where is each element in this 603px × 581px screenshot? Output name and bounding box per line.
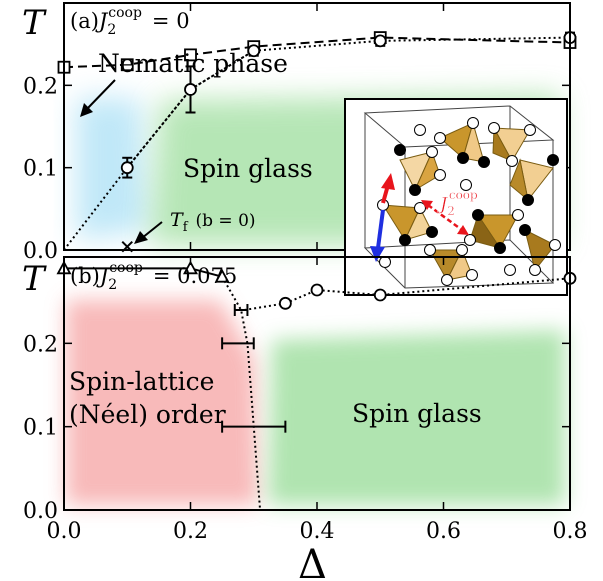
atom-black <box>472 209 484 221</box>
series-line-circle <box>284 277 571 305</box>
panel-a-y-axis-label: T <box>22 3 47 43</box>
coupling-bond-arrow <box>427 203 463 232</box>
atom-black <box>478 156 490 168</box>
circle-marker <box>278 296 292 310</box>
neel-order-label-line1: Spin-lattice <box>69 367 214 396</box>
atom-black <box>426 226 438 238</box>
nematic-arrow <box>85 79 116 111</box>
crystal-structure-inset: J2coop <box>344 98 568 296</box>
spin-glass-label-b: Spin glass <box>352 399 482 428</box>
square-marker <box>184 48 197 62</box>
tetrahedron <box>413 150 441 192</box>
atom-black <box>409 184 421 196</box>
tetrahedron <box>462 121 485 163</box>
tetrahedron <box>509 158 529 202</box>
atom-black <box>457 152 469 164</box>
atom-white <box>426 146 438 158</box>
circle-marker <box>247 44 261 58</box>
circle-marker <box>120 161 134 175</box>
atom-white <box>504 264 516 276</box>
atom-white <box>512 209 524 221</box>
coupling-label: J2coop <box>436 188 478 218</box>
atom-white <box>467 117 479 129</box>
spin-down-arrow <box>370 209 385 262</box>
x-tick-label: 0.2 <box>173 519 208 544</box>
spin-up-arrow <box>381 173 395 204</box>
atom-white <box>524 124 536 136</box>
x-tick-label: 0.0 <box>47 519 82 544</box>
tf-label: Tf (b = 0) <box>170 209 256 235</box>
y-tick-label: 0.0 <box>23 239 58 264</box>
atom-black <box>519 224 531 236</box>
panel-a: 0.0 0.1 0.2 T (a)J2coop = 0 Nematic phase S… <box>22 2 577 296</box>
x-axis-label: Δ <box>298 542 327 581</box>
spin-glass-boundary-link <box>244 302 286 311</box>
y-tick-label: 0.2 <box>23 74 58 99</box>
tetrahedron <box>404 206 433 241</box>
circle-marker <box>310 283 324 297</box>
phase-boundary-line <box>63 49 255 251</box>
atom-white <box>441 274 453 286</box>
atom-white <box>414 124 426 136</box>
spin-glass-label-a: Spin glass <box>183 154 313 183</box>
atom-white <box>379 256 391 268</box>
neel-order-region-shade <box>66 300 258 505</box>
tetrahedron <box>492 126 514 163</box>
series-line-square <box>63 36 571 69</box>
atom-white <box>488 122 500 134</box>
atom-white <box>414 202 426 214</box>
tf-arrowhead <box>134 231 148 244</box>
x-tick-label: 0.6 <box>426 519 461 544</box>
panel-b-parameter-label: (b)J2coop = 0.075 <box>70 260 237 293</box>
atom-white <box>434 169 446 181</box>
spin-glass-region-b-shade <box>268 330 565 505</box>
circle-marker <box>373 34 387 48</box>
tetrahedron <box>469 213 502 249</box>
coupling-arrowhead-end <box>457 225 469 235</box>
panel-b: 0.0 0.1 0.2 0.0 0.2 0.4 0.6 0.8 T Δ (b)J2coop = … <box>22 256 588 581</box>
atom-white <box>529 264 541 276</box>
atom-white <box>434 132 446 144</box>
y-tick-label: 0.2 <box>23 332 58 357</box>
nematic-arrowhead <box>80 103 93 117</box>
circle-marker <box>184 83 197 96</box>
circle-marker <box>373 288 387 302</box>
atom-white <box>464 234 476 246</box>
panel-b-y-axis-label: T <box>22 259 47 299</box>
atom-white <box>466 269 478 281</box>
atom-white <box>506 155 518 167</box>
neel-order-label-line2: (Néel) order <box>69 400 226 429</box>
atom-white <box>549 239 561 251</box>
neel-boundary-line <box>221 276 262 511</box>
triangle-marker <box>214 268 230 283</box>
y-tick-label: 0.1 <box>23 157 58 182</box>
coupling-arrowhead-start <box>421 200 433 210</box>
y-tick-label: 0.1 <box>23 416 58 441</box>
tetrahedron <box>446 248 473 281</box>
atom-black <box>522 194 534 206</box>
x-tick-label: 0.8 <box>553 519 588 544</box>
square-marker <box>120 58 134 72</box>
x-tick-label: 0.4 <box>300 519 335 544</box>
atom-white <box>460 179 472 191</box>
atom-white <box>424 244 436 256</box>
panel-a-parameter-label: (a)J2coop = 0 <box>70 5 190 38</box>
nematic-phase-label: Nematic phase <box>98 49 288 78</box>
atom-black <box>394 144 406 156</box>
atom-black <box>547 154 559 166</box>
y-tick-label: 0.0 <box>23 499 58 524</box>
atom-black <box>494 242 506 254</box>
tf-arrow <box>141 221 163 239</box>
atom-white <box>456 244 468 256</box>
atom-black <box>399 234 411 246</box>
triangle-marker <box>182 260 199 275</box>
nematic-region-shade <box>76 98 150 240</box>
atoms <box>377 117 561 286</box>
